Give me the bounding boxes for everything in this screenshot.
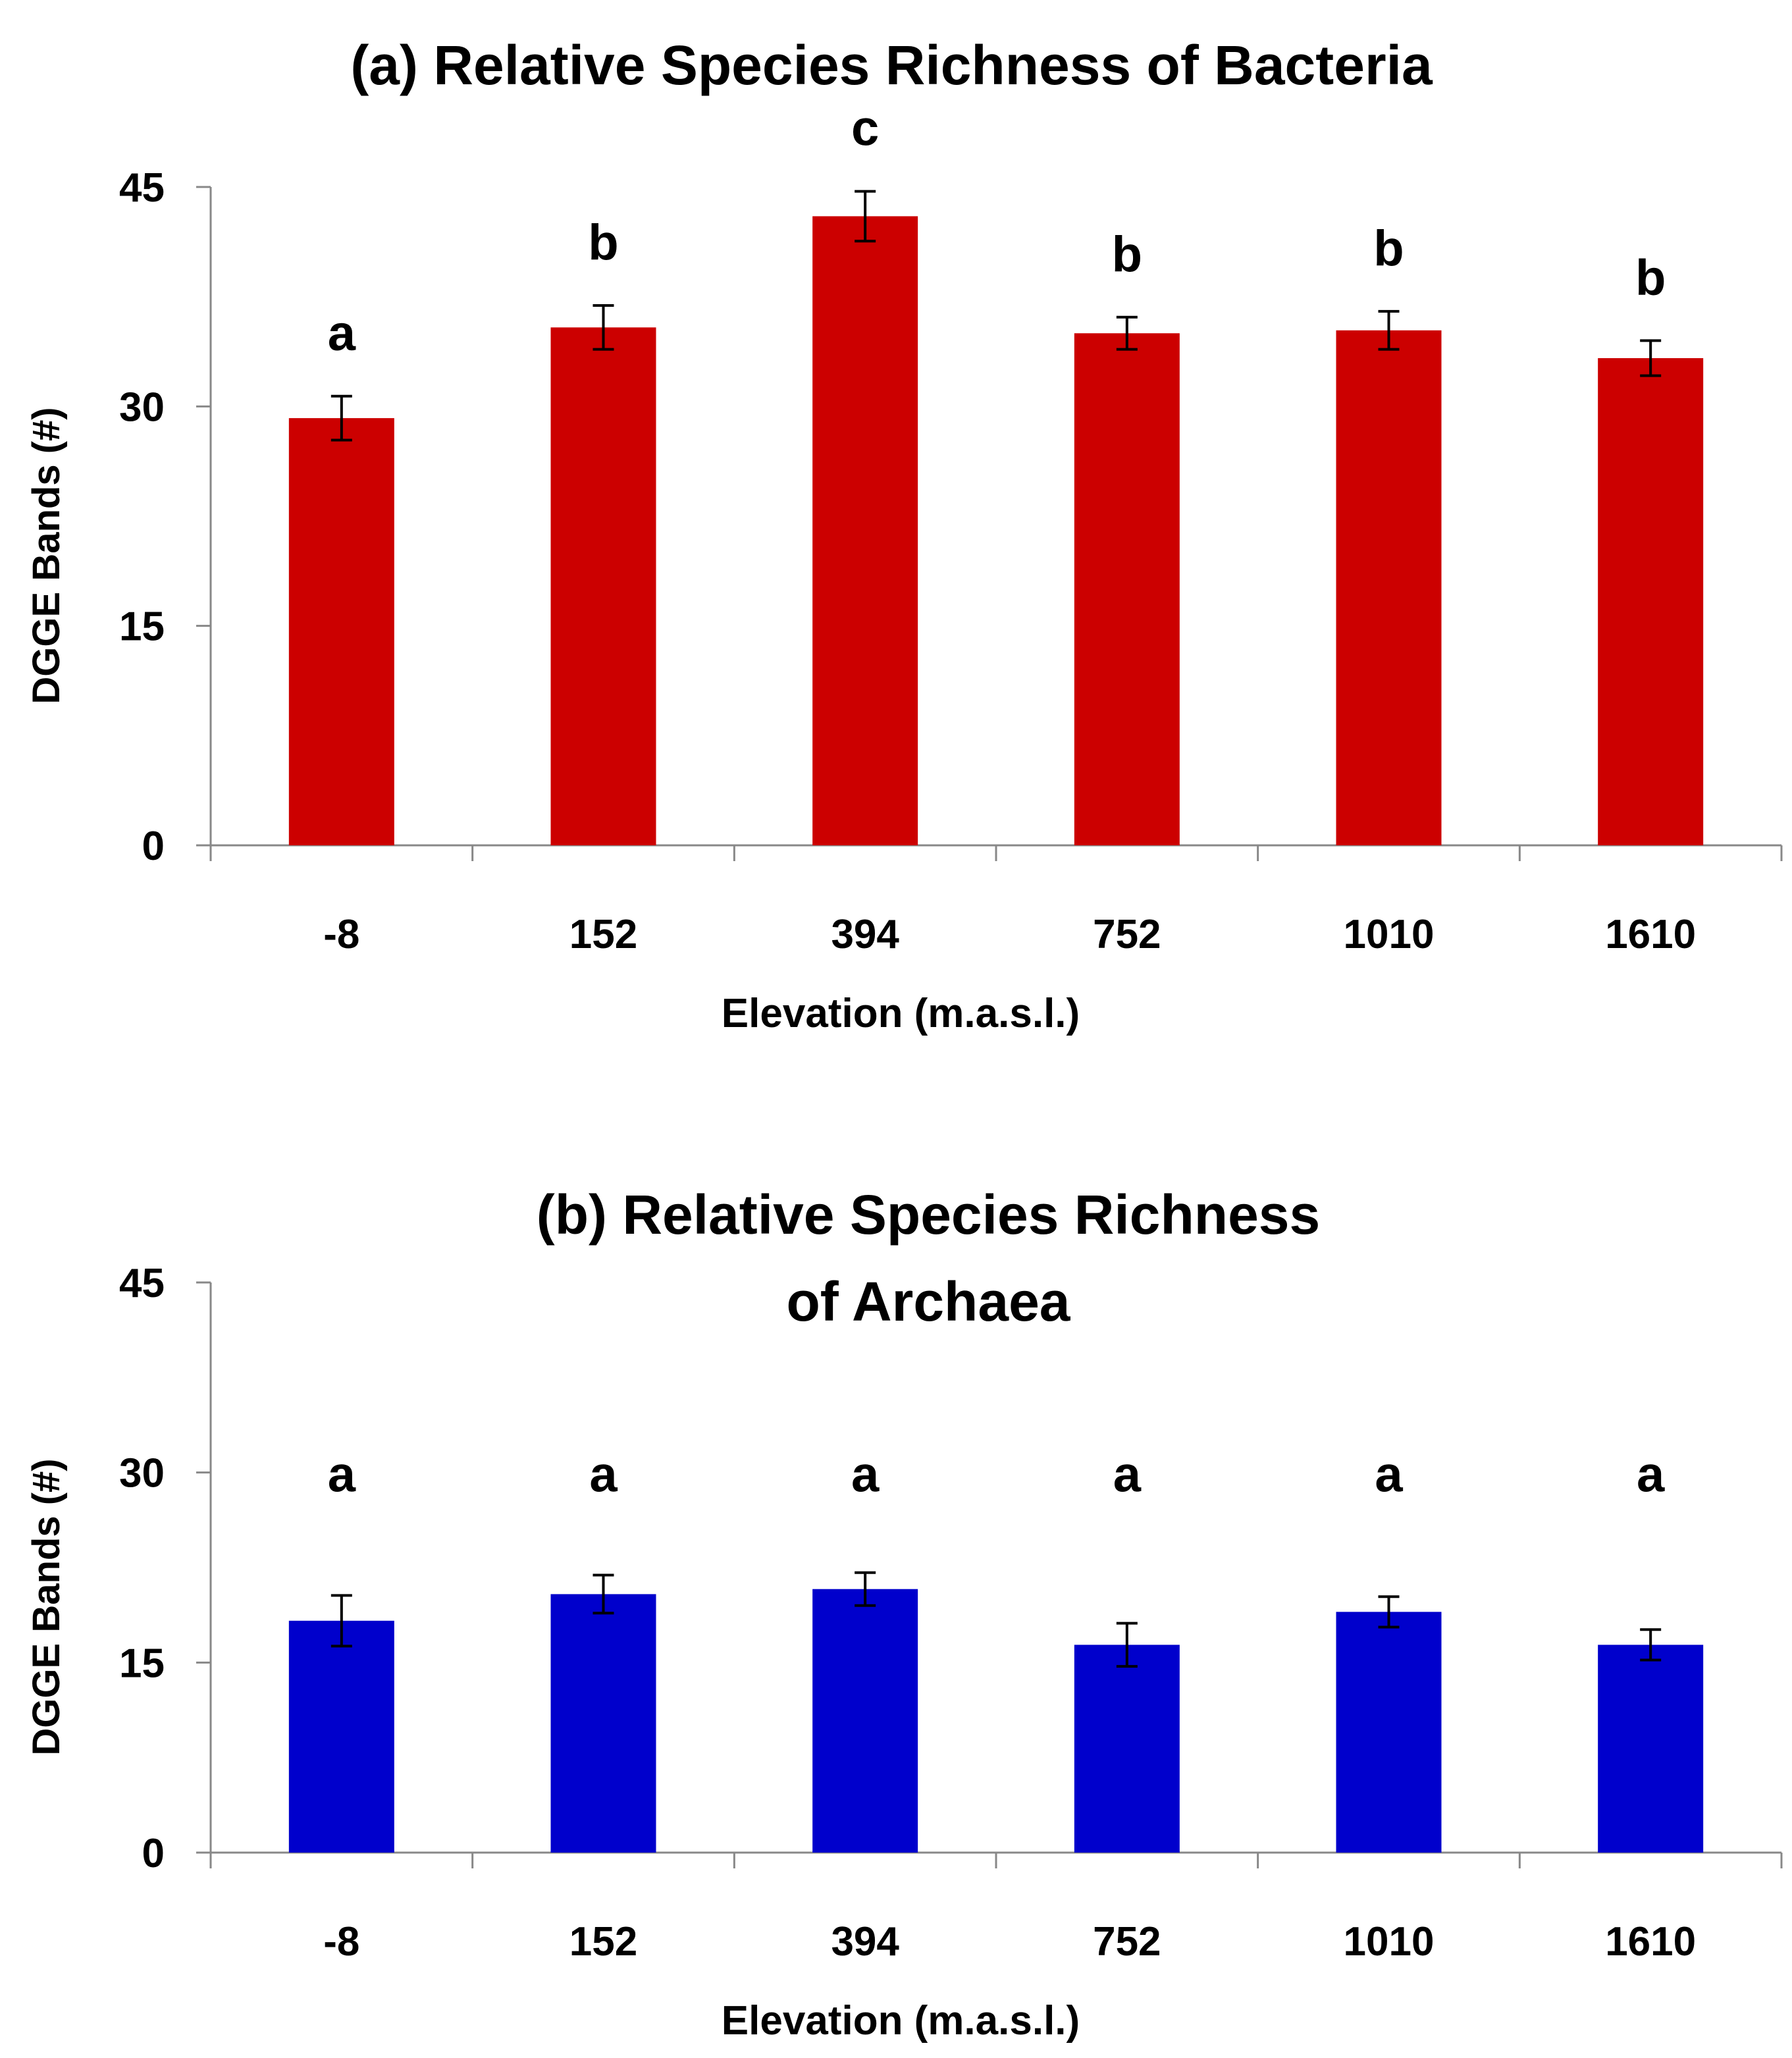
significance-letter--8: a (328, 1447, 356, 1503)
x-tick-label: 752 (1093, 912, 1161, 957)
chart-title-line-1: (b) Relative Species Richness (537, 1184, 1320, 1246)
significance-letter-1610: a (1637, 1447, 1665, 1503)
x-tick-label: 1010 (1344, 912, 1435, 957)
y-tick-label: 45 (119, 1261, 165, 1306)
significance-letter-1010: a (1375, 1447, 1403, 1503)
y-tick-label: 0 (142, 1831, 165, 1876)
bar--8 (288, 418, 394, 845)
significance-letter-752: a (1113, 1447, 1142, 1503)
y-axis-label: DGGE Bands (#) (25, 407, 68, 704)
significance-letter-152: a (589, 1447, 618, 1503)
x-tick-label: -8 (323, 912, 359, 957)
y-tick-label: 45 (119, 165, 165, 211)
significance-letter-394: a (851, 1447, 880, 1503)
bar--8 (288, 1620, 394, 1853)
x-tick-label: 152 (569, 912, 637, 957)
x-tick-label: 752 (1093, 1919, 1161, 1965)
chart-title-line-1: (a) Relative Species Richness of Bacteri… (350, 34, 1433, 96)
bar-394 (812, 216, 918, 845)
chart-panel-b: (b) Relative Species Richness of Archaea 0… (25, 1184, 1783, 2044)
y-axis-label: DGGE Bands (#) (25, 1458, 68, 1755)
chart-panel-a: (a) Relative Species Richness of Bacteri… (25, 34, 1783, 1036)
bar-1010 (1336, 330, 1442, 845)
significance-letter-1010: b (1373, 221, 1404, 277)
y-tick-label: 30 (119, 384, 165, 430)
bar-1610 (1598, 358, 1704, 845)
x-tick-label: 152 (569, 1919, 637, 1965)
x-axis-label: Elevation (m.a.s.l.) (722, 991, 1080, 1036)
significance-letter--8: a (328, 305, 356, 361)
significance-letter-752: b (1112, 226, 1142, 282)
y-tick-label: 15 (119, 1641, 165, 1686)
x-tick-label: 1610 (1605, 1919, 1696, 1965)
significance-letter-394: c (851, 101, 879, 157)
x-tick-label: 1010 (1344, 1919, 1435, 1965)
x-tick-label: 1610 (1605, 912, 1696, 957)
x-tick-label: 394 (831, 912, 899, 957)
bar-152 (550, 327, 656, 845)
chart-title-line-2: of Archaea (786, 1271, 1070, 1332)
bar-394 (812, 1589, 918, 1853)
bar-152 (550, 1594, 656, 1853)
x-tick-label: 394 (831, 1919, 899, 1965)
y-tick-label: 15 (119, 604, 165, 650)
x-axis-label: Elevation (m.a.s.l.) (722, 1998, 1080, 2044)
x-tick-label: -8 (323, 1919, 359, 1965)
y-tick-label: 30 (119, 1451, 165, 1496)
significance-letter-1610: b (1635, 250, 1666, 305)
y-tick-label: 0 (142, 824, 165, 869)
bar-752 (1074, 333, 1180, 845)
bar-752 (1074, 1645, 1180, 1853)
bar-1610 (1598, 1645, 1704, 1853)
bar-1010 (1336, 1612, 1442, 1853)
significance-letter-152: b (588, 215, 618, 271)
